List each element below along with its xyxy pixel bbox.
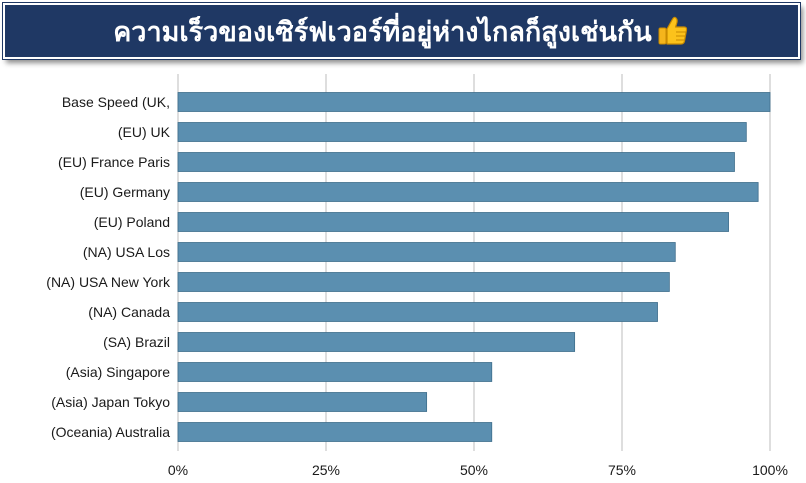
bar	[177, 422, 493, 442]
x-tick-label: 75%	[608, 462, 636, 478]
category-label: (EU) Germany	[80, 184, 170, 200]
x-tick-label: 25%	[312, 462, 340, 478]
x-tick-label: 50%	[460, 462, 488, 478]
category-label: (NA) USA New York	[46, 274, 171, 290]
category-label: (Asia) Singapore	[66, 364, 170, 380]
chart-title: ความเร็วของเซิร์ฟเวอร์ที่อยู่ห่างไกลก็สู…	[113, 16, 652, 48]
category-label: (SA) Brazil	[103, 334, 170, 350]
bar	[177, 272, 670, 292]
title-banner: ความเร็วของเซิร์ฟเวอร์ที่อยู่ห่างไกลก็สู…	[3, 3, 800, 59]
bar	[177, 302, 658, 322]
category-label: (EU) Poland	[94, 214, 170, 230]
category-label: (NA) USA Los	[83, 244, 170, 260]
x-tick-label: 0%	[168, 462, 188, 478]
bar	[177, 92, 771, 112]
bar	[177, 362, 493, 382]
bar	[177, 122, 747, 142]
category-label: (Oceania) Australia	[51, 424, 170, 440]
bar	[177, 152, 735, 172]
category-label: (EU) France Paris	[58, 154, 170, 170]
bar	[177, 242, 676, 262]
thumbs-up-icon	[656, 14, 690, 48]
category-label: (NA) Canada	[88, 304, 170, 320]
category-label: Base Speed (UK,	[62, 94, 170, 110]
bar	[177, 392, 428, 412]
bar	[177, 212, 729, 232]
x-tick-label: 100%	[752, 462, 788, 478]
bar	[177, 182, 759, 202]
category-label: (Asia) Japan Tokyo	[51, 394, 170, 410]
bar	[177, 332, 576, 352]
category-label: (EU) UK	[118, 124, 171, 140]
